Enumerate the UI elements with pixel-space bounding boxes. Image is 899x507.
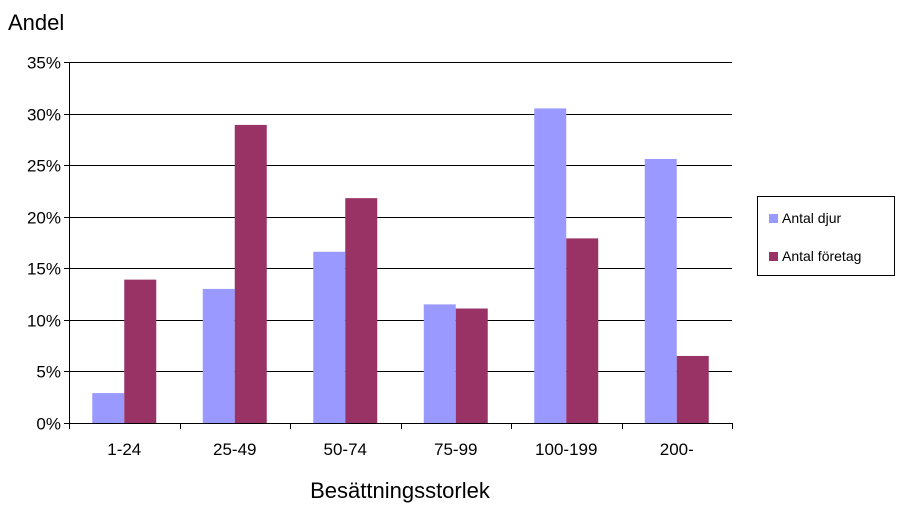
bar-antal-djur-50-74 xyxy=(313,251,346,423)
y-tick-label: 25% xyxy=(27,157,61,176)
x-tick-labels: 1-24 25-49 50-74 75-99 100-199 200- xyxy=(107,440,694,459)
x-tick-label: 50-74 xyxy=(324,440,367,459)
x-tick-label: 75-99 xyxy=(434,440,477,459)
bar-antal-f-retag-100-199 xyxy=(566,238,599,423)
bar-antal-f-retag-200- xyxy=(676,355,709,423)
x-tick-label: 1-24 xyxy=(107,440,141,459)
legend-label-antal-foretag: Antal företag xyxy=(782,248,862,264)
bar-antal-djur-75-99 xyxy=(423,304,456,423)
legend-item-antal-djur: Antal djur xyxy=(769,210,841,226)
legend-label-antal-djur: Antal djur xyxy=(782,210,842,226)
bar-antal-f-retag-75-99 xyxy=(455,308,488,423)
bar-antal-djur-100-199 xyxy=(534,108,567,424)
gridlines xyxy=(64,62,732,424)
axes xyxy=(69,62,733,429)
x-tick-label: 200- xyxy=(660,440,694,459)
x-axis-title: Besättningsstorlek xyxy=(310,478,490,503)
y-axis-title: Andel xyxy=(8,10,65,35)
x-tick-label: 25-49 xyxy=(213,440,256,459)
bar-antal-djur-200- xyxy=(644,158,677,423)
bars xyxy=(92,108,709,424)
legend-swatch-antal-djur xyxy=(769,213,778,223)
bar-antal-f-retag-25-49 xyxy=(234,124,267,423)
legend-swatch-antal-foretag xyxy=(769,251,778,261)
y-tick-label: 15% xyxy=(27,260,61,279)
bar-antal-djur-25-49 xyxy=(202,288,235,423)
y-tick-labels: 0% 5% 10% 15% 20% 25% 30% 35% xyxy=(27,54,61,434)
y-tick-label: 0% xyxy=(36,415,61,434)
legend-item-antal-foretag: Antal företag xyxy=(769,248,861,264)
y-tick-label: 30% xyxy=(27,106,61,125)
y-tick-label: 35% xyxy=(27,54,61,73)
bar-antal-djur-1-24 xyxy=(92,393,125,423)
bar-antal-f-retag-1-24 xyxy=(124,279,157,423)
y-tick-label: 10% xyxy=(27,312,61,331)
legend: Antal djur Antal företag xyxy=(757,196,895,276)
y-tick-label: 5% xyxy=(36,363,61,382)
x-tick-label: 100-199 xyxy=(535,440,597,459)
bar-antal-f-retag-50-74 xyxy=(345,198,378,423)
y-tick-label: 20% xyxy=(27,209,61,228)
